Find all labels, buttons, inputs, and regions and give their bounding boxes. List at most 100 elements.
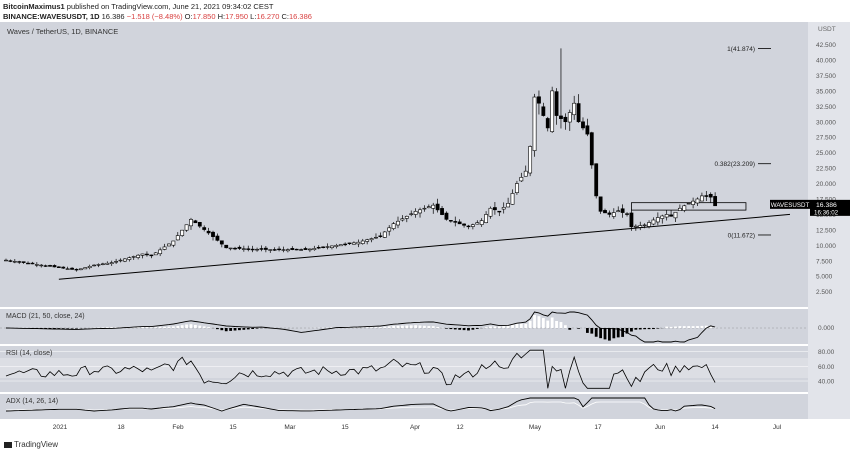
high-label: H:	[217, 12, 226, 21]
macd-histogram-bar	[484, 327, 488, 328]
macd-histogram-bar	[449, 328, 453, 330]
tradingview-logo[interactable]: TradingView	[4, 440, 58, 449]
candle-body	[330, 245, 334, 248]
macd-histogram-bar	[594, 328, 598, 337]
macd-histogram-bar	[44, 328, 48, 329]
candle-body	[237, 246, 242, 249]
candle-body	[294, 248, 299, 251]
candle-body	[633, 225, 638, 228]
price-tick-label: 27.500	[816, 135, 836, 142]
candle-body	[589, 132, 594, 166]
macd-histogram-bar	[53, 328, 56, 329]
price-axis[interactable]	[808, 22, 850, 419]
candle-body	[171, 240, 176, 246]
macd-histogram-bar	[555, 321, 558, 328]
macd-histogram-bar	[625, 328, 629, 334]
candle-body	[250, 248, 255, 251]
time-tick-label: 2021	[53, 424, 68, 431]
candle-body	[145, 253, 149, 256]
candle-body	[576, 103, 581, 123]
macd-histogram-bar	[352, 327, 356, 328]
macd-histogram-bar	[630, 328, 633, 332]
macd-pane[interactable]	[0, 309, 808, 344]
macd-histogram-bar	[396, 325, 400, 328]
candle-body	[638, 225, 643, 228]
candle-body	[400, 218, 405, 221]
macd-histogram-bar	[533, 315, 536, 328]
price-tick-label: 20.000	[816, 181, 836, 188]
candle-body	[616, 210, 621, 212]
candle-body	[219, 240, 224, 245]
symbol-badge	[770, 199, 810, 209]
macd-histogram-bar	[154, 327, 158, 328]
price-tick-label: 10.000	[816, 243, 836, 250]
rsi-tick-label: 80.00	[818, 349, 835, 356]
macd-histogram-bar	[577, 328, 580, 329]
adx-pane[interactable]	[0, 394, 808, 419]
price-tick-label: 5.000	[816, 274, 833, 281]
macd-histogram-bar	[392, 325, 395, 328]
candle-body	[140, 253, 145, 256]
candle-body	[382, 231, 387, 238]
symbol-label[interactable]: BINANCE:WAVESUSDT, 1D	[3, 12, 100, 21]
price-badge-countdown: 16:36:02	[814, 209, 839, 216]
candle-body	[475, 222, 480, 225]
candle-body	[228, 247, 233, 250]
candle-body	[56, 266, 61, 268]
price-badge-value: 16.386	[816, 202, 837, 209]
candle-body	[87, 266, 92, 269]
candle-body	[21, 261, 26, 263]
chart-header: BitcoinMaximus1 published on TradingView…	[0, 0, 850, 22]
price-tick-label: 32.500	[816, 104, 836, 111]
candle-body	[246, 248, 251, 250]
macd-label: MACD (21, 50, close, 24)	[6, 313, 85, 320]
open-label: O:	[184, 12, 193, 21]
candle-body	[356, 241, 361, 245]
candle-body	[259, 248, 264, 250]
price-tick-label: 12.500	[816, 227, 836, 234]
macd-histogram-bar	[57, 328, 61, 329]
macd-histogram-bar	[220, 328, 224, 331]
candle-body	[660, 215, 665, 219]
price-tick-label: 30.000	[816, 119, 836, 126]
candle-body	[647, 222, 651, 227]
chart-canvas[interactable]: Waves / TetherUS, 1D, BINANCE USDT 2.500…	[0, 22, 850, 437]
candle-body	[682, 205, 687, 211]
candle-body	[374, 236, 378, 239]
candle-body	[492, 207, 497, 211]
macd-histogram-bar	[101, 327, 105, 328]
price-badge	[810, 199, 850, 216]
author-name[interactable]: BitcoinMaximus1	[3, 2, 65, 11]
macd-histogram-bar	[458, 328, 462, 330]
price-pane[interactable]	[0, 22, 808, 307]
candle-body	[387, 227, 392, 232]
candle-body	[96, 264, 101, 266]
candle-body	[669, 214, 673, 217]
candle-body	[180, 229, 185, 236]
macd-histogram-bar	[418, 325, 422, 328]
low-value: 16.270	[256, 12, 280, 21]
time-axis[interactable]	[0, 419, 808, 437]
price-tick-label: 42.500	[816, 42, 836, 49]
candle-body	[65, 268, 70, 270]
candle-body	[519, 177, 524, 182]
macd-histogram-bar	[401, 325, 404, 328]
candle-body	[136, 254, 141, 258]
candle-body	[114, 261, 119, 263]
candle-body	[34, 264, 39, 266]
candle-body	[506, 203, 511, 208]
macd-histogram-bar	[163, 326, 166, 328]
macd-histogram-bar	[251, 328, 255, 329]
candle-body	[127, 257, 132, 260]
macd-histogram-bar	[643, 328, 647, 330]
candle-body	[303, 248, 308, 250]
publish-info: published on TradingView.com, June 21, 2…	[64, 2, 274, 11]
candle-body	[686, 203, 691, 205]
symbol-badge-text: WAVESUSDT	[771, 202, 810, 209]
candle-body	[462, 223, 466, 226]
macd-histogram-bar	[612, 328, 616, 339]
macd-histogram-bar	[370, 327, 373, 328]
macd-histogram-bar	[198, 325, 202, 328]
candle-body	[30, 262, 35, 265]
candle-body	[12, 261, 17, 263]
